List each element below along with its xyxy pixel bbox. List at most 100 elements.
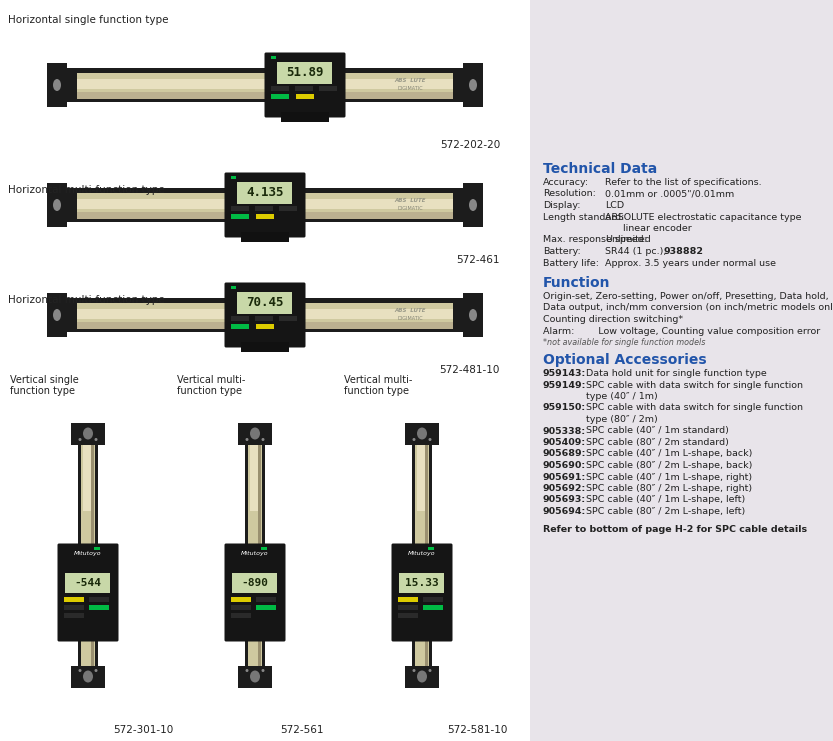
Ellipse shape [78, 438, 82, 441]
Text: Unlimited: Unlimited [605, 236, 651, 245]
Text: Display:: Display: [543, 201, 581, 210]
Text: 959143:: 959143: [543, 369, 586, 378]
Text: Counting direction switching*: Counting direction switching* [543, 315, 683, 324]
Text: ABS  LUTE: ABS LUTE [415, 617, 419, 638]
Text: Data hold unit for single function type: Data hold unit for single function type [586, 369, 766, 378]
Text: linear encoder: linear encoder [623, 224, 691, 233]
Text: DIGIMATIC: DIGIMATIC [397, 207, 423, 211]
Ellipse shape [246, 438, 248, 441]
Bar [91, 445, 94, 665]
Text: SPC cable with data switch for single function: SPC cable with data switch for single fu… [586, 380, 803, 390]
Bar [400, 573, 445, 593]
Bar [231, 214, 249, 219]
FancyBboxPatch shape [392, 543, 452, 642]
FancyBboxPatch shape [265, 53, 346, 118]
Text: SPC cable (40″ / 1m L-shape, right): SPC cable (40″ / 1m L-shape, right) [586, 473, 752, 482]
Text: 572-202-20: 572-202-20 [440, 140, 500, 150]
Text: Mitutoyo: Mitutoyo [347, 59, 381, 68]
Bar [295, 86, 313, 91]
Text: 572-481-10: 572-481-10 [440, 365, 500, 375]
Bar [238, 422, 272, 445]
Text: Vertical single: Vertical single [10, 375, 79, 385]
Bar [417, 445, 425, 511]
Text: Mitutoyo: Mitutoyo [307, 179, 341, 188]
Text: LCD: LCD [605, 201, 624, 210]
Text: Battery:: Battery: [543, 247, 581, 256]
Bar [256, 597, 276, 602]
Bar [255, 206, 273, 211]
Bar [231, 597, 251, 602]
Bar [412, 422, 432, 688]
Text: ABS  LUTE: ABS LUTE [394, 79, 426, 84]
Text: 905691:: 905691: [543, 473, 586, 482]
Bar [0, 0, 530, 741]
Bar [47, 293, 67, 337]
Text: 15.33: 15.33 [405, 578, 439, 588]
Bar [55, 68, 475, 102]
Ellipse shape [83, 671, 93, 682]
Text: 572-461: 572-461 [456, 255, 500, 265]
Text: SPC cable with data switch for single function: SPC cable with data switch for single fu… [586, 404, 803, 413]
Text: Horizontal single function type: Horizontal single function type [8, 15, 168, 25]
Text: Resolution:: Resolution: [543, 190, 596, 199]
Bar [271, 56, 276, 59]
Text: *not available for single function models: *not available for single function model… [543, 338, 706, 347]
Bar [463, 183, 483, 227]
Text: 905690:: 905690: [543, 461, 586, 470]
Text: 959150:: 959150: [543, 404, 586, 413]
Ellipse shape [83, 428, 93, 439]
Text: 70.45: 70.45 [247, 296, 284, 310]
Bar [281, 112, 329, 122]
Ellipse shape [78, 669, 82, 672]
Bar [81, 445, 95, 665]
Bar [405, 665, 439, 688]
Text: DIGIMATIC: DIGIMATIC [256, 617, 260, 638]
Bar [423, 605, 443, 610]
Ellipse shape [94, 669, 97, 672]
Text: Optional Accessories: Optional Accessories [543, 353, 706, 367]
Bar [71, 665, 105, 688]
Bar [77, 303, 453, 327]
Bar [89, 605, 109, 610]
Ellipse shape [469, 79, 477, 91]
Bar [77, 309, 453, 319]
Bar [271, 94, 289, 99]
Text: 905694:: 905694: [543, 507, 586, 516]
Ellipse shape [428, 669, 431, 672]
Text: 905409:: 905409: [543, 438, 586, 447]
Bar [232, 573, 277, 593]
Bar [415, 445, 429, 665]
Bar [231, 286, 236, 289]
Bar [231, 605, 251, 610]
Text: SPC cable (80″ / 2m L-shape, left): SPC cable (80″ / 2m L-shape, left) [586, 507, 746, 516]
Bar [66, 573, 111, 593]
Ellipse shape [250, 671, 260, 682]
Text: Origin-set, Zero-setting, Power on/off, Presetting, Data hold,: Origin-set, Zero-setting, Power on/off, … [543, 292, 829, 301]
Text: Vertical multi-: Vertical multi- [177, 375, 246, 385]
Text: Battery life:: Battery life: [543, 259, 599, 268]
Text: -544: -544 [74, 578, 102, 588]
Bar [71, 422, 105, 445]
Bar [256, 605, 276, 610]
Bar [77, 322, 453, 328]
Text: 905689:: 905689: [543, 450, 586, 459]
Text: 905693:: 905693: [543, 496, 586, 505]
Text: Horizontal multi-function type: Horizontal multi-function type [8, 185, 165, 195]
Ellipse shape [469, 199, 477, 211]
Bar [231, 206, 249, 211]
Text: 51.89: 51.89 [287, 67, 324, 79]
Bar [398, 597, 418, 602]
Text: type (40″ / 1m): type (40″ / 1m) [586, 392, 658, 401]
Text: Horizontal multi-function type: Horizontal multi-function type [8, 295, 165, 305]
Bar [77, 79, 453, 88]
Ellipse shape [262, 669, 265, 672]
Ellipse shape [469, 309, 477, 321]
Text: Technical Data: Technical Data [543, 162, 657, 176]
Text: Max. response speed:: Max. response speed: [543, 236, 647, 245]
Bar [530, 0, 833, 741]
Text: 905338:: 905338: [543, 427, 586, 436]
Bar [271, 86, 289, 91]
Text: ABS  LUTE: ABS LUTE [394, 199, 426, 204]
Text: SPC cable (40″ / 1m standard): SPC cable (40″ / 1m standard) [586, 427, 729, 436]
Bar [238, 665, 272, 688]
